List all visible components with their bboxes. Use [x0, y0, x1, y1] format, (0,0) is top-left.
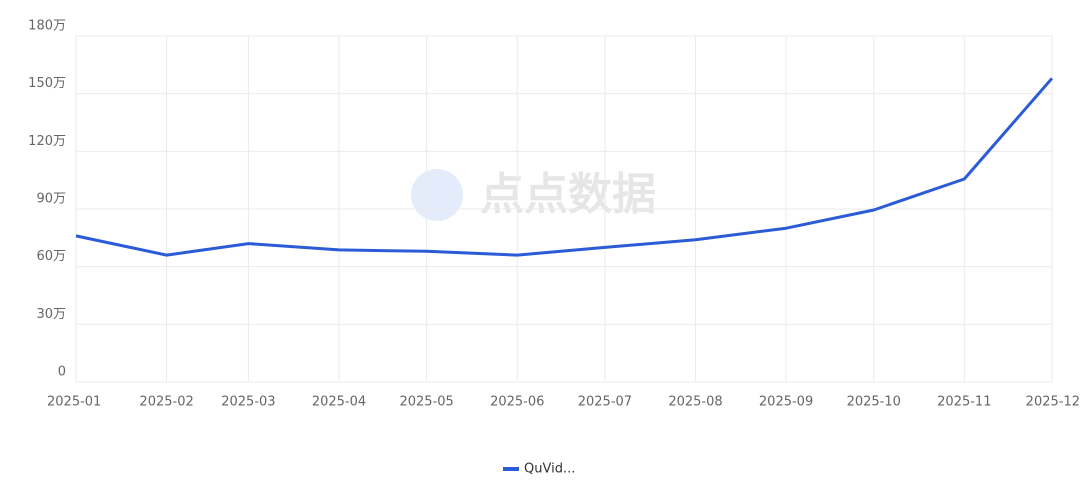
line: [75, 77, 1054, 257]
y-tick-label: 150万: [28, 76, 66, 91]
y-tick-label: 180万: [28, 19, 66, 34]
x-tick-label: 2025-10: [847, 395, 901, 410]
x-tick-label: 2025-05: [399, 395, 453, 410]
y-tick-label: 60万: [36, 249, 66, 264]
y-tick-label: 30万: [36, 307, 66, 322]
x-tick-label: 2025-01: [47, 395, 101, 410]
watermark-text: 点点数据: [480, 169, 656, 220]
x-tick-label: 2025-08: [668, 395, 722, 410]
x-tick-label: 2025-02: [139, 395, 193, 410]
x-tick-label: 2025-07: [578, 395, 632, 410]
x-tick-label: 2025-12: [1026, 395, 1080, 410]
x-tick-label: 2025-11: [937, 395, 991, 410]
y-tick-label: 120万: [28, 134, 66, 149]
legend-label: QuVid...: [524, 462, 575, 477]
x-tick-label: 2025-03: [221, 395, 275, 410]
y-tick-label: 90万: [36, 192, 66, 207]
y-tick-label: 0: [58, 365, 66, 380]
watermark: 点点数据: [411, 169, 656, 221]
x-tick-label: 2025-04: [312, 395, 366, 410]
x-tick-label: 2025-09: [759, 395, 813, 410]
x-tick-label: 2025-06: [490, 395, 544, 410]
